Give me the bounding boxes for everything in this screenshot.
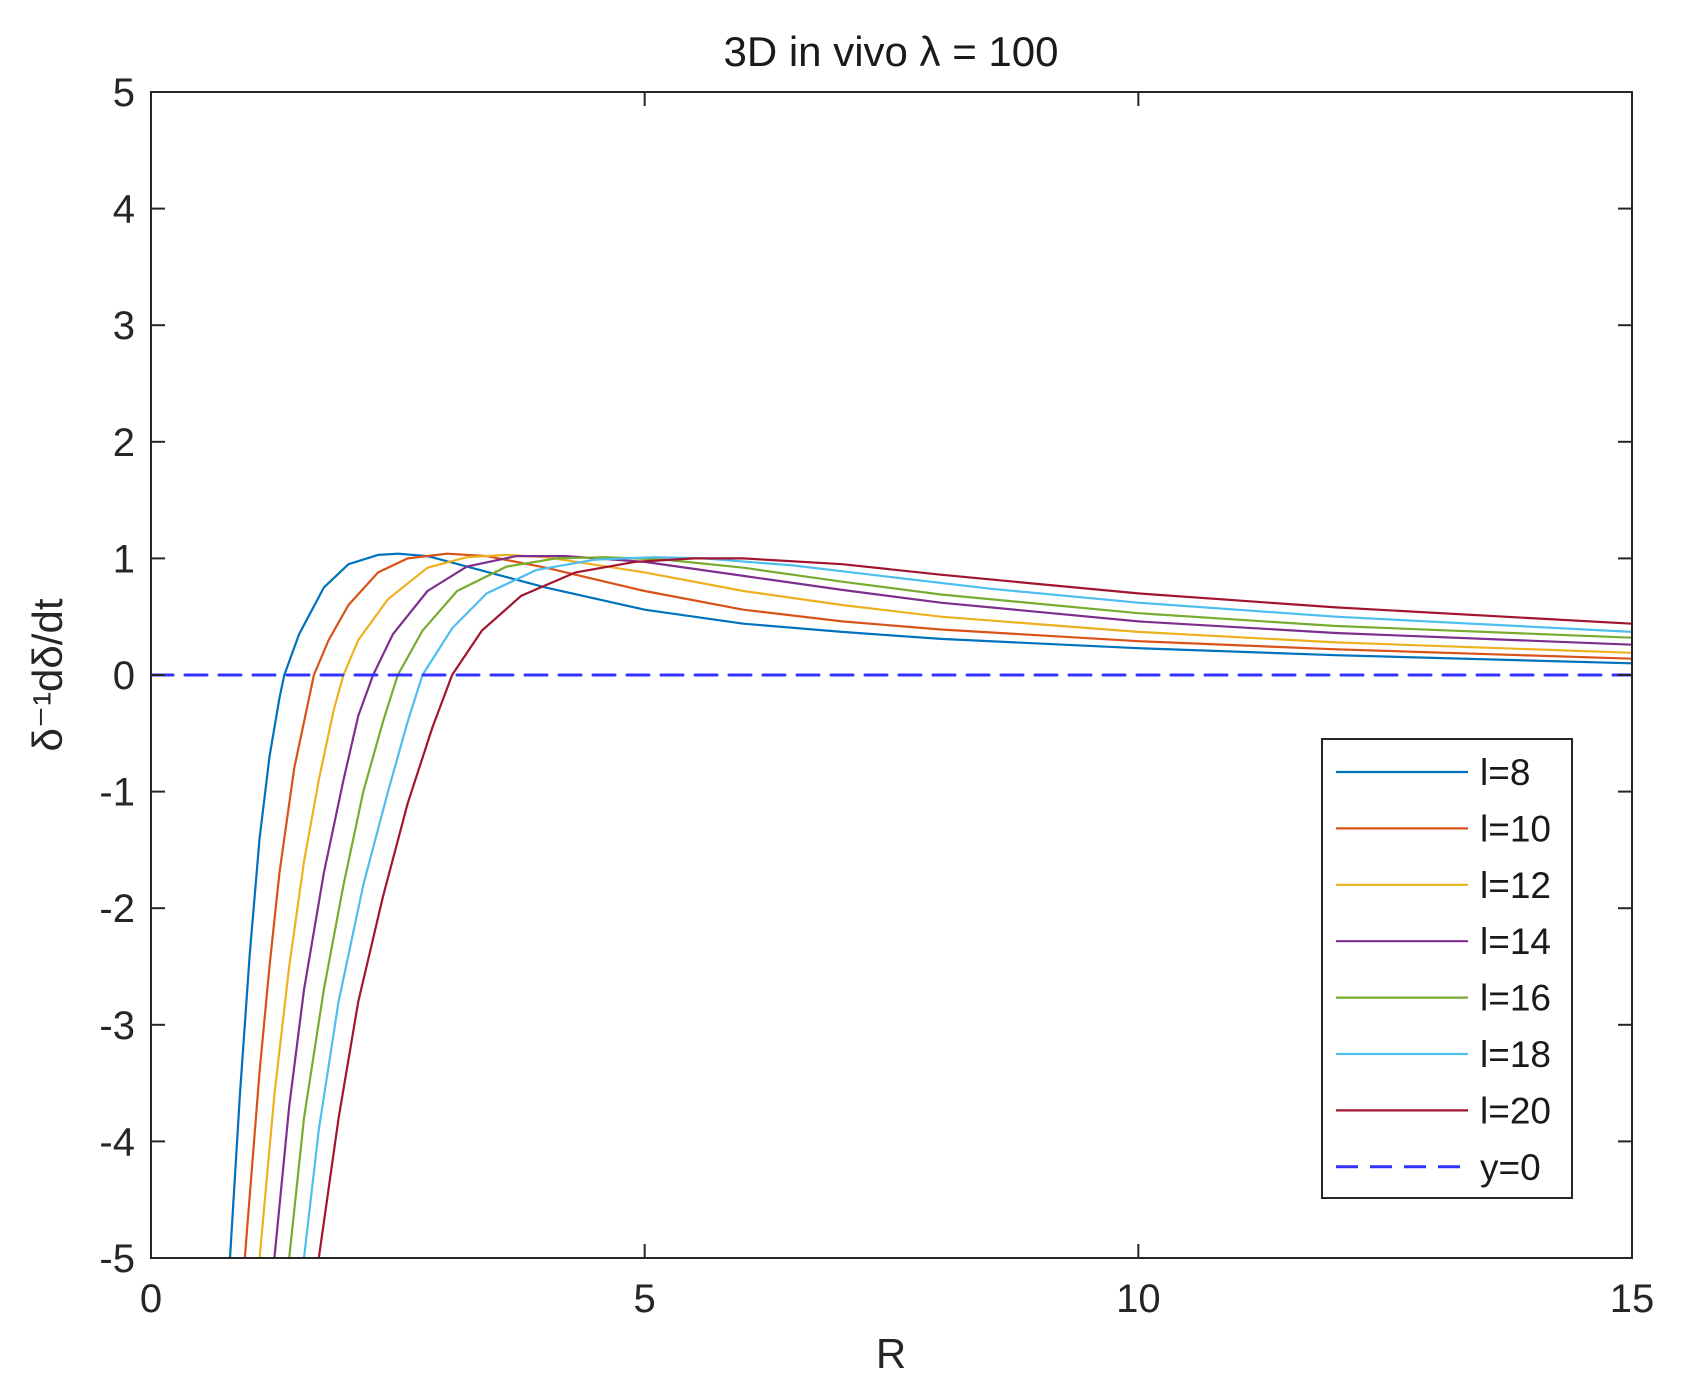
legend-label: l=20 [1480,1090,1551,1131]
x-tick-label: 15 [1610,1277,1655,1321]
x-axis-label: R [876,1330,906,1377]
legend-box [1321,738,1573,1199]
series-line-l-8 [228,552,1632,1258]
legend-label: l=10 [1480,808,1551,849]
series-line-l-14 [273,555,1632,1258]
chart-title: 3D in vivo λ = 100 [723,28,1058,75]
y-tick-label: 4 [113,188,135,232]
series-line-l-18 [302,556,1632,1258]
legend-label: l=16 [1480,978,1551,1019]
x-tick-label: 5 [634,1277,656,1321]
series-line-l-12 [258,553,1632,1258]
axes [150,91,1633,1259]
series-line-l-20 [317,557,1632,1258]
legend-label: y=0 [1480,1147,1541,1188]
y-tick-label: -3 [99,1004,135,1048]
legend-label: l=14 [1480,921,1551,962]
y-tick-label: 1 [113,537,135,581]
legend: l=8 l=10 l=12 l=14 l=16 l=18 l=20 y=0 [1321,738,1573,1199]
y-tick-label: -5 [99,1237,135,1281]
plot-area [151,552,1632,1258]
legend-label: l=8 [1480,752,1530,793]
legend-label: l=18 [1480,1034,1551,1075]
series-line-l-16 [288,556,1632,1258]
tick-labels: 0 5 10 15 -5 -4 -3 -2 -1 0 1 2 3 4 5 [99,71,1654,1321]
y-tick-label: -2 [99,887,135,931]
y-tick-label: 3 [113,304,135,348]
y-tick-label: -1 [99,771,135,815]
y-axis-label: δ⁻¹dδ/dt [24,598,71,751]
y-tick-label: -4 [99,1120,135,1164]
series-line-l-10 [243,552,1632,1258]
x-tick-label: 10 [1116,1277,1161,1321]
y-tick-label: 2 [113,421,135,465]
y-tick-label: 5 [113,71,135,115]
x-tick-label: 0 [140,1277,162,1321]
y-tick-label: 0 [113,654,135,698]
legend-label: l=12 [1480,865,1551,906]
